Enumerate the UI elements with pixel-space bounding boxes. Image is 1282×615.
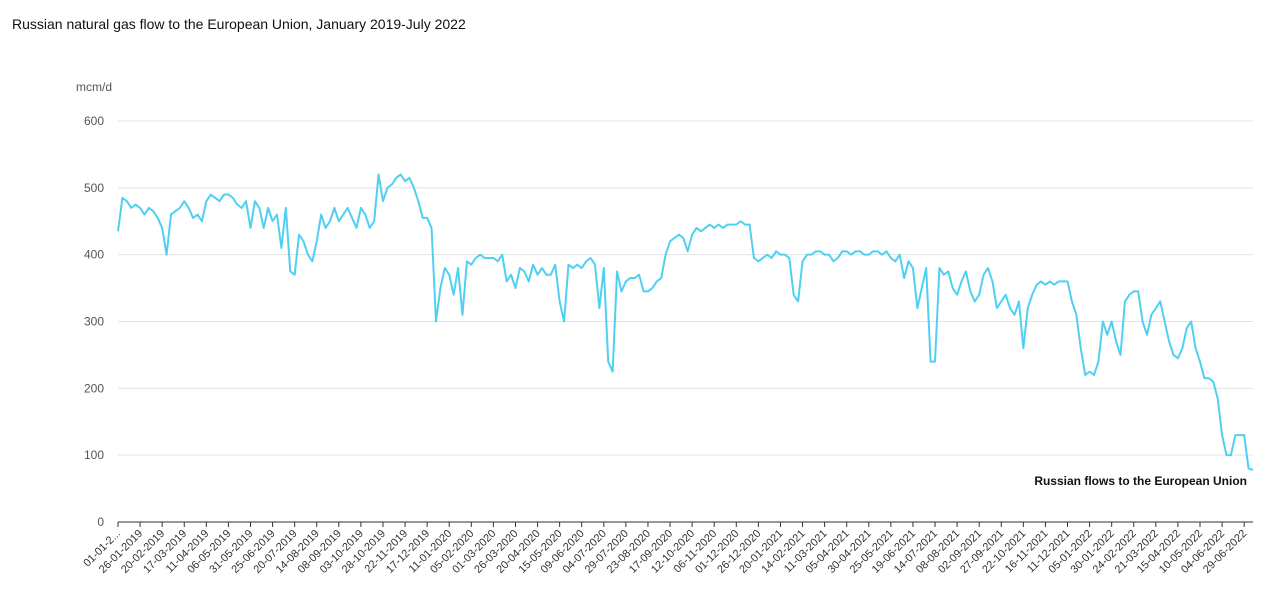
y-tick-label: 400 — [84, 248, 104, 262]
chart-title: Russian natural gas flow to the European… — [12, 16, 466, 32]
y-tick-label: 600 — [84, 114, 104, 128]
data-line — [117, 173, 1254, 471]
y-tick-label: 200 — [84, 381, 104, 395]
y-tick-label: 100 — [84, 448, 104, 462]
annotation: Russian flows to the European Union — [1034, 474, 1247, 488]
y-tick-label: 0 — [97, 515, 104, 529]
y-tick-label: 300 — [84, 315, 104, 329]
y-tick-label: 500 — [84, 181, 104, 195]
y-axis-label: mcm/d — [76, 80, 112, 94]
